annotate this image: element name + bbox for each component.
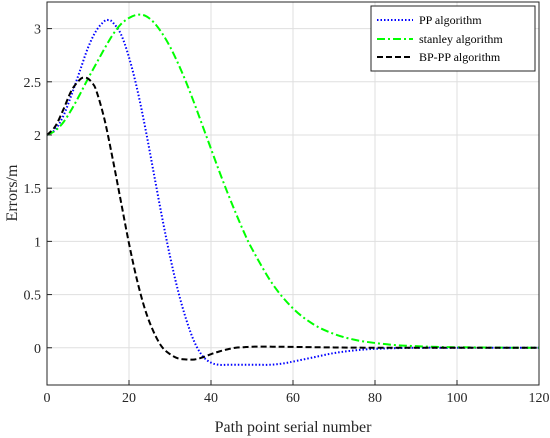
x-tick-label: 100 bbox=[447, 391, 468, 406]
y-tick-label: 1.5 bbox=[24, 182, 42, 197]
grid bbox=[46, 2, 540, 385]
x-tick-label: 120 bbox=[529, 391, 550, 406]
y-tick-label: 1 bbox=[34, 235, 41, 250]
y-tick-label: 2.5 bbox=[24, 76, 42, 91]
legend: PP algorithm stanley algorithm BP-PP alg… bbox=[370, 5, 536, 72]
series-line-pp bbox=[46, 18, 539, 366]
y-axis-title: Errors/m bbox=[4, 164, 21, 221]
y-tick-label: 0 bbox=[34, 342, 41, 357]
x-tick-label: 60 bbox=[286, 391, 300, 406]
legend-label-bppp: BP-PP algorithm bbox=[419, 50, 501, 64]
x-tick-label: 0 bbox=[44, 391, 51, 406]
y-tick-labels: 0 0.5 1 1.5 2 2.5 3 bbox=[24, 23, 42, 357]
series-layer bbox=[46, 13, 540, 366]
legend-label-stanley: stanley algorithm bbox=[419, 32, 503, 46]
y-tick-label: 0.5 bbox=[24, 289, 42, 304]
x-tick-label: 40 bbox=[204, 391, 218, 406]
y-tick-label: 3 bbox=[34, 23, 41, 38]
axis-ticks bbox=[46, 28, 540, 385]
legend-label-pp: PP algorithm bbox=[419, 13, 482, 27]
x-tick-labels: 0 20 40 60 80 100 120 bbox=[44, 391, 550, 406]
x-tick-label: 20 bbox=[122, 391, 136, 406]
y-tick-label: 2 bbox=[34, 129, 41, 144]
series-line-bp-pp bbox=[46, 76, 539, 361]
x-tick-label: 80 bbox=[368, 391, 382, 406]
x-axis-title: Path point serial number bbox=[215, 419, 373, 436]
series-line-stanley bbox=[46, 13, 540, 349]
